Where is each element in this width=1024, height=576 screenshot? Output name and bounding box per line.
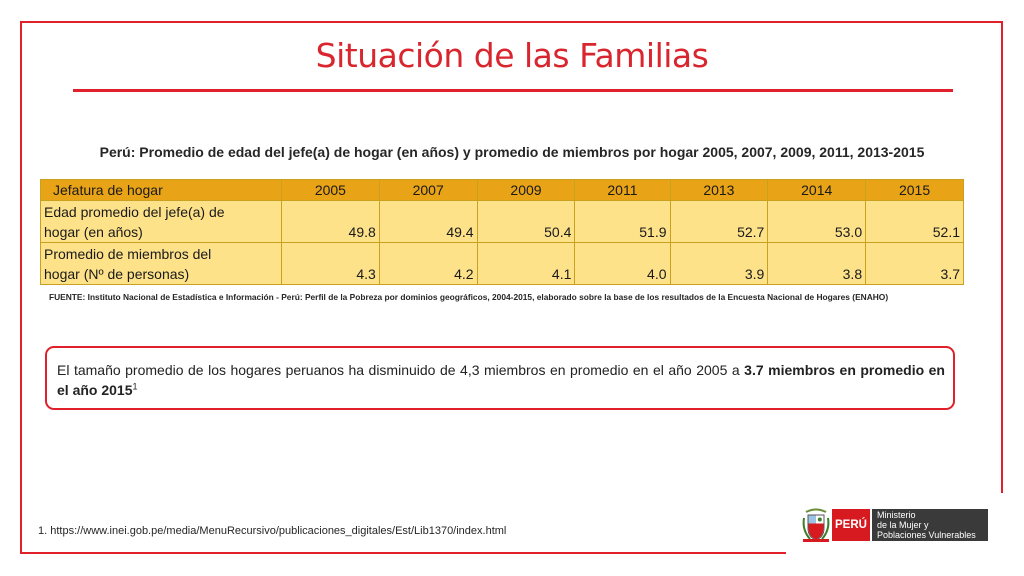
frame-top-border xyxy=(20,21,1003,23)
header-cell: 2015 xyxy=(865,179,964,201)
peru-label: PERÚ xyxy=(832,509,870,541)
header-cell: 2011 xyxy=(574,179,671,201)
frame-bottom-border xyxy=(20,552,786,554)
table-cell: 3.8 xyxy=(767,242,867,285)
table-cell: 53.0 xyxy=(767,200,867,243)
table-cell: 52.1 xyxy=(865,200,964,243)
row-label-line: Promedio de miembros del xyxy=(44,245,212,262)
callout-body: El tamaño promedio de los hogares peruan… xyxy=(57,362,745,378)
header-cell: Jefatura de hogar xyxy=(40,179,282,201)
table-row: Edad promedio del jefe(a) de hogar (en a… xyxy=(40,200,964,243)
callout-highlight: 3.7 miembros en promedio en el año 2015 xyxy=(57,362,945,398)
table-cell: 4.2 xyxy=(378,242,478,285)
row-label-line: hogar (Nº de personas) xyxy=(44,265,190,282)
header-cell: 2007 xyxy=(378,179,478,201)
ministry-name-line: de la Mujer y xyxy=(877,520,929,530)
table-cell: 4.1 xyxy=(476,242,576,285)
ministry-logo: PERÚ Ministerio de la Mujer y Poblacione… xyxy=(800,506,990,546)
source-note: FUENTE: Instituto Nacional de Estadístic… xyxy=(49,292,889,302)
table-cell: 3.9 xyxy=(669,242,769,285)
data-table: Jefatura de hogar 2005 2007 2009 2011 20… xyxy=(40,179,964,285)
header-cell: 2005 xyxy=(281,179,380,201)
table-cell: 3.7 xyxy=(865,242,964,285)
table-row: Promedio de miembros del hogar (Nº de pe… xyxy=(40,242,964,285)
ministry-name-line: Poblaciones Vulnerables xyxy=(877,530,976,540)
table-header-row: Jefatura de hogar 2005 2007 2009 2011 20… xyxy=(40,179,964,201)
row-label: Edad promedio del jefe(a) de hogar (en a… xyxy=(40,200,282,243)
header-cell: 2009 xyxy=(476,179,576,201)
header-cell: 2013 xyxy=(669,179,769,201)
coat-of-arms-icon xyxy=(802,508,830,542)
footnote-link[interactable]: 1. https://www.inei.gob.pe/media/MenuRec… xyxy=(38,525,507,537)
slide-title: Situación de las Familias xyxy=(315,36,709,75)
ministry-name-line: Ministerio xyxy=(877,510,916,520)
table-cell: 4.3 xyxy=(281,242,380,285)
header-cell: 2014 xyxy=(767,179,867,201)
table-cell: 49.8 xyxy=(281,200,380,243)
row-label-line: Edad promedio del jefe(a) de xyxy=(44,203,225,220)
table-cell: 4.0 xyxy=(574,242,671,285)
row-label: Promedio de miembros del hogar (Nº de pe… xyxy=(40,242,282,285)
table-caption: Perú: Promedio de edad del jefe(a) de ho… xyxy=(99,144,925,160)
ministry-name: Ministerio de la Mujer y Poblaciones Vul… xyxy=(872,509,988,541)
frame-left-border xyxy=(20,21,22,554)
title-underline xyxy=(73,89,953,92)
footnote-marker: 1 xyxy=(132,381,138,392)
frame-right-border xyxy=(1001,21,1003,493)
callout-box: El tamaño promedio de los hogares peruan… xyxy=(45,346,955,410)
table-cell: 52.7 xyxy=(669,200,769,243)
table-cell: 50.4 xyxy=(476,200,576,243)
callout-text: El tamaño promedio de los hogares peruan… xyxy=(57,360,945,400)
table-cell: 49.4 xyxy=(378,200,478,243)
table-cell: 51.9 xyxy=(574,200,671,243)
row-label-line: hogar (en años) xyxy=(44,223,143,240)
